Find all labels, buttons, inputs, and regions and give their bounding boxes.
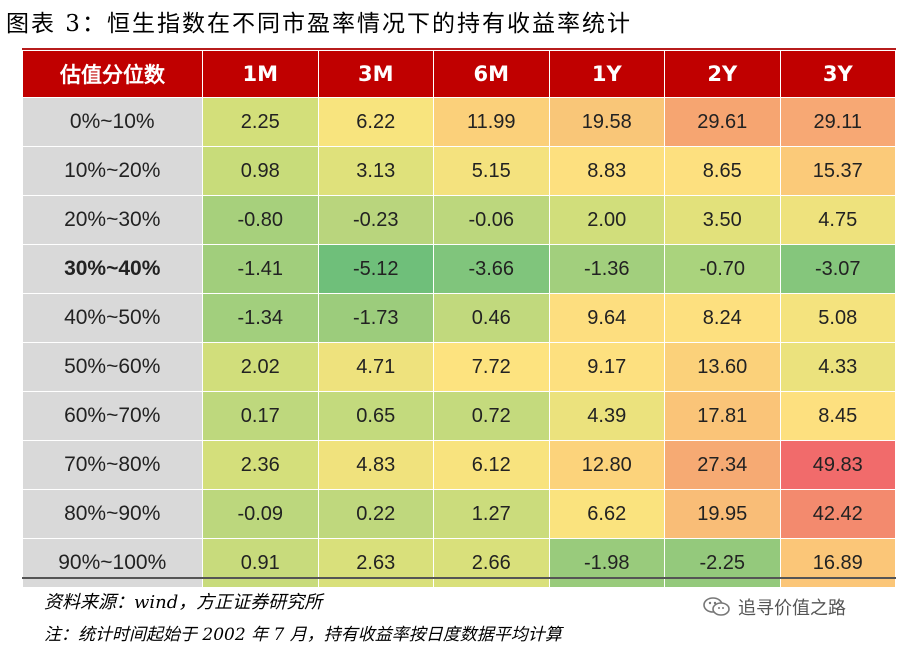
return-cell: 4.71: [317, 342, 434, 392]
row-label: 50%~60%: [22, 342, 203, 392]
return-cell: 2.66: [433, 538, 550, 588]
table-row: 70%~80% 2.36 4.83 6.12 12.80 27.34 49.83: [22, 440, 896, 490]
return-cell: 4.83: [317, 440, 434, 490]
return-cell: 2.63: [317, 538, 434, 588]
return-cell: 2.25: [202, 97, 319, 147]
return-cell: -0.06: [433, 195, 550, 245]
col-header-3y: 3Y: [779, 50, 896, 98]
page-title: 图表 3：恒生指数在不同市盈率情况下的持有收益率统计: [6, 11, 632, 37]
return-cell: 2.02: [202, 342, 319, 392]
col-header-1y: 1Y: [548, 50, 665, 98]
return-cell: 4.75: [779, 195, 896, 245]
return-cell: 2.00: [548, 195, 665, 245]
row-label: 10%~20%: [22, 146, 203, 196]
return-cell: -0.70: [664, 244, 781, 294]
table-row: 90%~100% 0.91 2.63 2.66 -1.98 -2.25 16.89: [22, 538, 896, 588]
return-cell: 49.83: [779, 440, 896, 490]
row-label: 0%~10%: [22, 97, 203, 147]
return-cell: 6.62: [548, 489, 665, 539]
return-cell: -1.98: [548, 538, 665, 588]
row-label: 30%~40%: [22, 244, 203, 294]
table-row: 0%~10% 2.25 6.22 11.99 19.58 29.61 29.11: [22, 97, 896, 147]
return-cell: 8.83: [548, 146, 665, 196]
return-cell: 8.24: [664, 293, 781, 343]
return-cell: 19.95: [664, 489, 781, 539]
table-row: 20%~30% -0.80 -0.23 -0.06 2.00 3.50 4.75: [22, 195, 896, 245]
row-label: 60%~70%: [22, 391, 203, 441]
return-cell: 11.99: [433, 97, 550, 147]
return-cell: 3.50: [664, 195, 781, 245]
col-header-1m: 1M: [202, 50, 319, 98]
return-cell: 13.60: [664, 342, 781, 392]
return-cell: -1.41: [202, 244, 319, 294]
row-label: 90%~100%: [22, 538, 203, 588]
footnote: 注：统计时间起始于 2002 年 7 月，持有收益率按日度数据平均计算: [44, 625, 562, 645]
return-cell: 5.15: [433, 146, 550, 196]
return-cell: 0.46: [433, 293, 550, 343]
return-cell: 5.08: [779, 293, 896, 343]
return-cell: 4.39: [548, 391, 665, 441]
return-cell: 16.89: [779, 538, 896, 588]
return-cell: 0.17: [202, 391, 319, 441]
return-cell: -3.66: [433, 244, 550, 294]
title-divider: [22, 48, 896, 50]
return-cell: -1.73: [317, 293, 434, 343]
return-cell: -2.25: [664, 538, 781, 588]
return-cell: 27.34: [664, 440, 781, 490]
return-cell: 17.81: [664, 391, 781, 441]
return-cell: 3.13: [317, 146, 434, 196]
return-cell: -1.34: [202, 293, 319, 343]
return-cell: 9.17: [548, 342, 665, 392]
return-cell: -0.09: [202, 489, 319, 539]
table-row: 60%~70% 0.17 0.65 0.72 4.39 17.81 8.45: [22, 391, 896, 441]
table-row: 80%~90% -0.09 0.22 1.27 6.62 19.95 42.42: [22, 489, 896, 539]
return-cell: -1.36: [548, 244, 665, 294]
col-header-2y: 2Y: [664, 50, 781, 98]
wechat-icon: [703, 597, 730, 616]
col-header-3m: 3M: [317, 50, 434, 98]
return-cell: 6.22: [317, 97, 434, 147]
return-cell: 1.27: [433, 489, 550, 539]
return-cell: 15.37: [779, 146, 896, 196]
table-bottom-divider: [22, 577, 896, 579]
table-row: 40%~50% -1.34 -1.73 0.46 9.64 8.24 5.08: [22, 293, 896, 343]
return-cell: 0.22: [317, 489, 434, 539]
return-cell: 19.58: [548, 97, 665, 147]
return-cell: 2.36: [202, 440, 319, 490]
return-cell: 12.80: [548, 440, 665, 490]
return-cell: 29.11: [779, 97, 896, 147]
watermark: 追寻价值之路: [702, 594, 846, 620]
return-cell: 9.64: [548, 293, 665, 343]
row-label: 40%~50%: [22, 293, 203, 343]
row-label: 70%~80%: [22, 440, 203, 490]
return-cell: 4.33: [779, 342, 896, 392]
return-cell: 0.65: [317, 391, 434, 441]
source-note: 资料来源：wind，方正证券研究所: [44, 592, 323, 613]
return-cell: -5.12: [317, 244, 434, 294]
return-cell: -0.80: [202, 195, 319, 245]
return-cell: 0.72: [433, 391, 550, 441]
return-cell: 0.91: [202, 538, 319, 588]
table-row: 10%~20% 0.98 3.13 5.15 8.83 8.65 15.37: [22, 146, 896, 196]
table-row: 50%~60% 2.02 4.71 7.72 9.17 13.60 4.33: [22, 342, 896, 392]
return-cell: 42.42: [779, 489, 896, 539]
header-row: 估值分位数 1M 3M 6M 1Y 2Y 3Y: [22, 50, 896, 98]
col-header-6m: 6M: [433, 50, 550, 98]
return-cell: -3.07: [779, 244, 896, 294]
return-cell: 8.65: [664, 146, 781, 196]
return-cell: -0.23: [317, 195, 434, 245]
valuation-returns-table: 估值分位数 1M 3M 6M 1Y 2Y 3Y 0%~10% 2.25 6.22 11…: [22, 50, 896, 588]
row-label: 20%~30%: [22, 195, 203, 245]
row-header-label: 估值分位数: [22, 50, 203, 98]
return-cell: 7.72: [433, 342, 550, 392]
return-cell: 8.45: [779, 391, 896, 441]
watermark-text: 追寻价值之路: [738, 598, 846, 619]
row-label: 80%~90%: [22, 489, 203, 539]
table-row: 30%~40% -1.41 -5.12 -3.66 -1.36 -0.70 -3.07: [22, 244, 896, 294]
return-cell: 0.98: [202, 146, 319, 196]
return-cell: 29.61: [664, 97, 781, 147]
return-cell: 6.12: [433, 440, 550, 490]
